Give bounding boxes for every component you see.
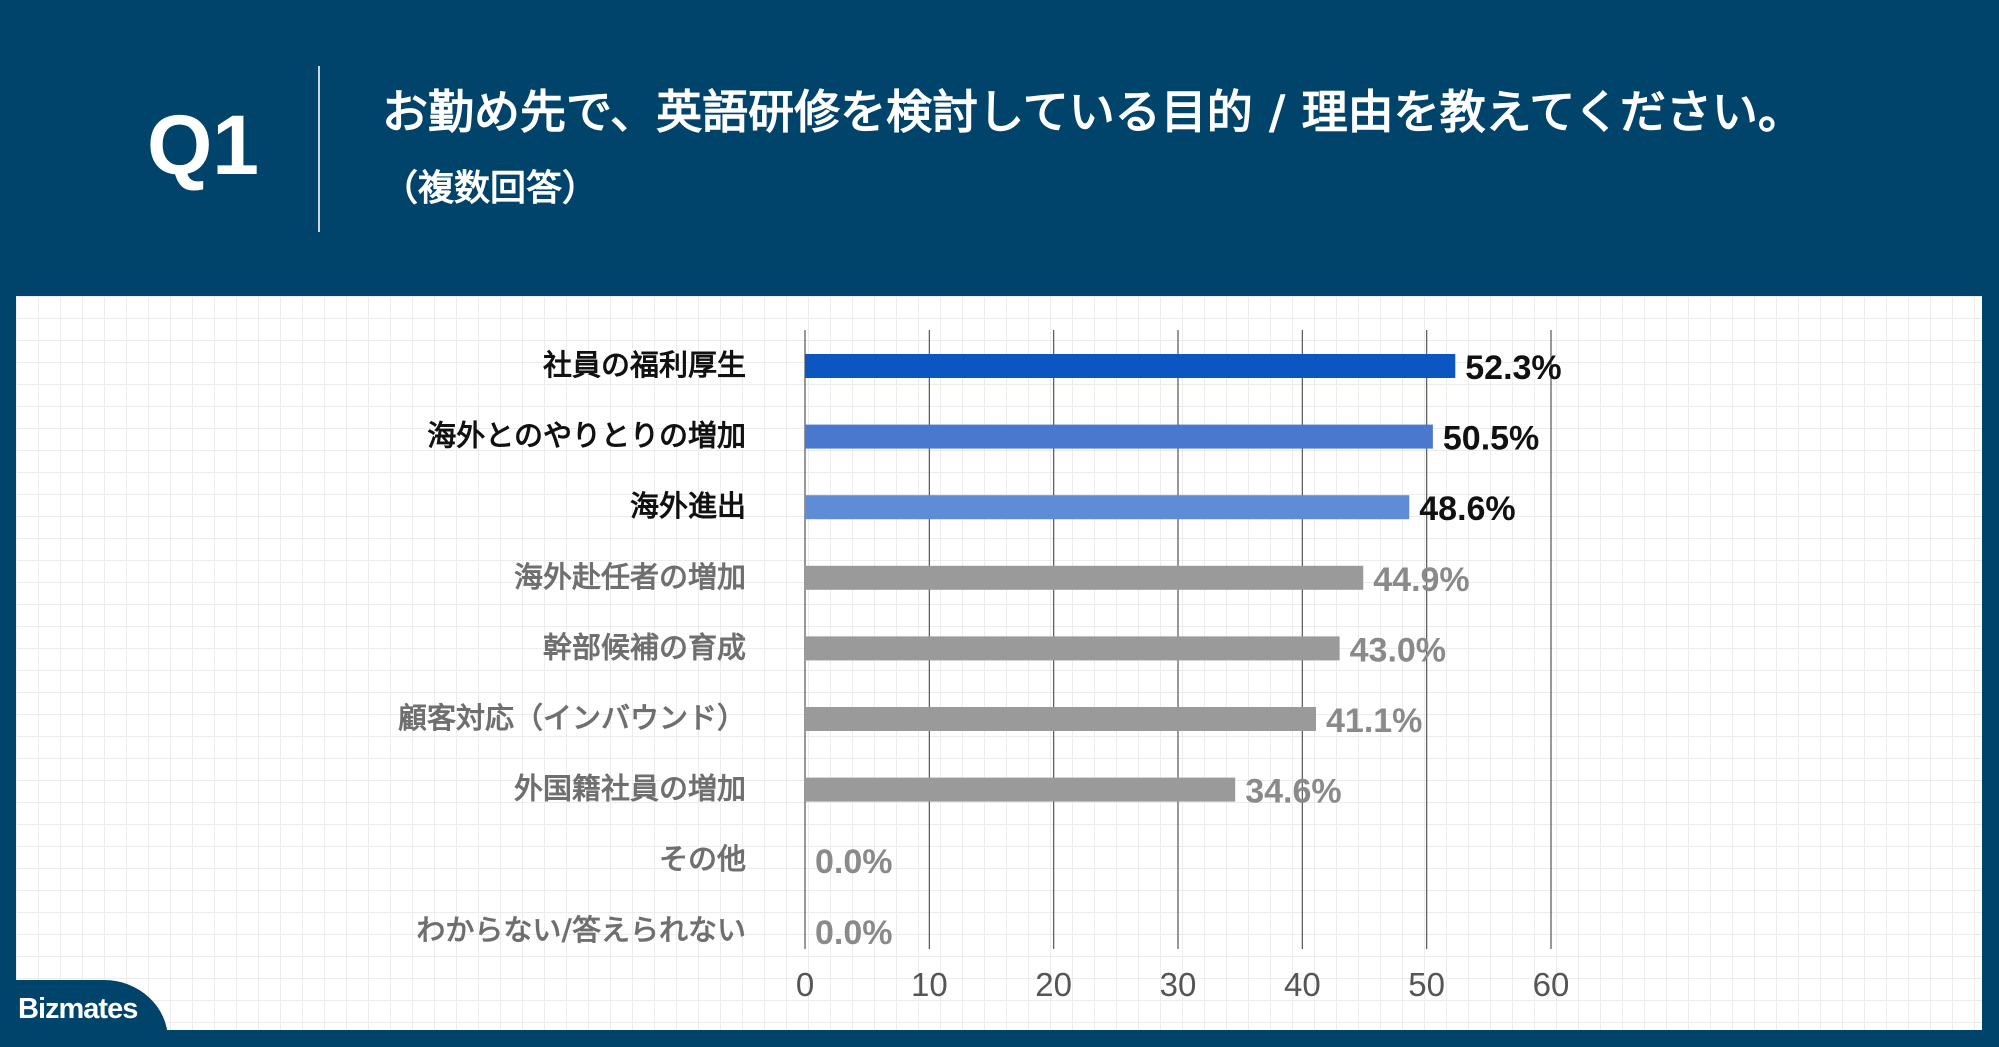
value-label: 50.5% (1443, 420, 1539, 458)
value-label: 44.9% (1373, 561, 1469, 599)
bar (805, 354, 1456, 378)
category-label: 海外とのやりとりの増加 (427, 419, 746, 453)
category-label: 顧客対応（インバウンド） (398, 701, 746, 735)
question-number: Q1 (146, 98, 260, 192)
value-label: 0.0% (815, 914, 893, 952)
category-label: 海外進出 (630, 489, 746, 523)
x-tick-label: 50 (1408, 966, 1445, 1003)
value-label: 34.6% (1245, 773, 1341, 811)
x-tick-label: 20 (1035, 966, 1072, 1003)
bar (805, 636, 1340, 661)
value-label: 52.3% (1465, 349, 1561, 387)
x-tick-label: 10 (911, 966, 948, 1003)
question-header: Q1 お勤め先で、英語研修を検討している目的 / 理由を教えてください。 （複数… (0, 0, 1999, 296)
category-label: 幹部候補の育成 (543, 630, 746, 664)
question-note: （複数回答） (382, 168, 599, 209)
category-label: わからない/答えられない (416, 913, 746, 947)
value-label: 41.1% (1326, 702, 1422, 740)
category-label: 海外赴任者の増加 (514, 560, 746, 594)
question-title: お勤め先で、英語研修を検討している目的 / 理由を教えてください。 (382, 85, 1804, 139)
x-tick-label: 40 (1284, 966, 1321, 1003)
x-tick-label: 60 (1533, 966, 1570, 1003)
bar (805, 495, 1410, 520)
x-tick-label: 30 (1160, 966, 1197, 1003)
category-label: 社員の福利厚生 (543, 348, 746, 382)
category-label: 外国籍社員の増加 (514, 772, 746, 806)
bar (805, 707, 1317, 731)
bizmates-logo: Bizmates (18, 993, 138, 1025)
category-label: その他 (659, 842, 746, 876)
value-label: 0.0% (815, 843, 893, 881)
bar (805, 424, 1433, 449)
value-label: 43.0% (1350, 631, 1446, 669)
header-divider (318, 66, 320, 232)
x-tick-label: 0 (796, 966, 814, 1003)
logo-tab (0, 980, 168, 1047)
bar (805, 777, 1236, 802)
bar-chart: 0 10 20 30 40 50 60 52.3% 社員の福利厚生 50.5% 海外とのやりとりの増… (398, 330, 1570, 1003)
value-label: 48.6% (1419, 490, 1515, 528)
bar (805, 565, 1364, 590)
chart-panel: 0 10 20 30 40 50 60 52.3% 社員の福利厚生 50.5% 海外とのやりとりの増… (16, 296, 1982, 1030)
